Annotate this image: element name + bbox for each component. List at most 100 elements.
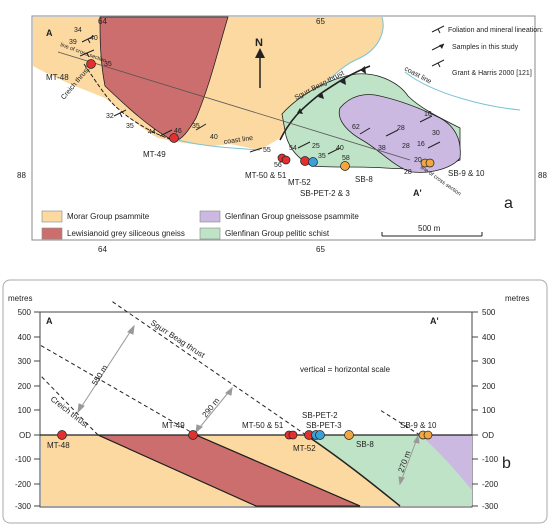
distance-arrows: [77, 324, 420, 486]
thrust-tooth: [318, 92, 324, 99]
thrust-tooth: [360, 66, 366, 74]
coast-line: [324, 16, 521, 111]
dip-label: 35: [104, 61, 112, 68]
dip-label: 32: [106, 113, 114, 120]
creich-thrust-map: [83, 63, 173, 141]
thrust-tooth: [340, 78, 346, 85]
north-label: N: [255, 37, 263, 49]
sample-label-sb910-section: SB-9 & 10: [400, 421, 437, 430]
section-panel: 550 m 290 m 270 m Creich thrust Sgurr Be…: [2, 279, 548, 524]
dip-label: 35: [318, 153, 326, 160]
left-tick-label: 400: [18, 333, 32, 342]
section-end-label: A': [430, 316, 439, 326]
dip-label: 54: [289, 145, 297, 152]
scale-bar-label: 500 m: [418, 224, 441, 233]
coast-line-south: [177, 139, 261, 151]
dip-label: 38: [378, 145, 386, 152]
dip-label: 20: [414, 157, 422, 164]
right-axis-labels: 500 400 300 200 100 OD -100 -200 -300: [482, 308, 499, 511]
dip-label: 40: [210, 134, 218, 141]
y-axis-unit-left: metres: [8, 294, 32, 303]
legend-label-lewisian: Lewisianoid grey siliceous gneiss: [67, 229, 185, 238]
glenfinan-psammite-unit-section: [420, 435, 472, 490]
left-tick-label: -100: [15, 455, 32, 464]
grid-label-right-row: 88: [538, 171, 547, 180]
sample-label-mt48-map: MT-48: [46, 73, 69, 82]
dip-label: 34: [74, 27, 82, 34]
legend-swatch-lewisian: [41, 227, 63, 240]
foliation-symbols: [79, 35, 441, 155]
sample-label-sb8-map: SB-8: [355, 175, 373, 184]
dip-label: 44: [148, 129, 156, 136]
map-panel: 64 65 64 65 88 88 N A A' line of cross s…: [17, 15, 547, 254]
legend-label-morar: Morar Group psammite: [67, 212, 150, 221]
left-tick-label: -200: [15, 480, 32, 489]
map-legend: Morar Group psammite Lewisianoid grey si…: [41, 210, 359, 240]
left-tick-label: 300: [18, 357, 32, 366]
sample-marker-sb10-section: [423, 430, 433, 440]
sample-marker-sb8-map: [340, 161, 350, 171]
dip-label: 55: [263, 147, 271, 154]
dip-label: 25: [312, 143, 320, 150]
section-scale-note: vertical = horizontal scale: [300, 365, 391, 374]
coast-line-label: coast line: [223, 135, 253, 146]
sample-marker-sbpet3-section: [315, 430, 325, 440]
legend-swatch-morar: [41, 210, 63, 223]
dip-label: 46: [174, 128, 182, 135]
glenfinan-boundary-projection: [379, 409, 421, 436]
sample-label-mt5051-section: MT-50 & 51: [242, 421, 284, 430]
dip-label: 16: [417, 141, 425, 148]
left-tick-label: -300: [15, 502, 32, 511]
sample-marker-sbpet-map: [308, 157, 318, 167]
left-tick-label: 100: [18, 406, 32, 415]
right-tick-label: 400: [482, 333, 496, 342]
sample-marker-mt51-section: [288, 430, 298, 440]
section-start-label-map: A: [46, 28, 53, 38]
dip-label: 28: [397, 125, 405, 132]
legend-label-glenfinan-psammite: Glenfinan Group gneissose psammite: [225, 212, 359, 221]
dip-label: 30: [432, 130, 440, 137]
dip-label: 56: [274, 162, 282, 169]
sample-label-sb910-map: SB-9 & 10: [448, 169, 485, 178]
grid-label-top-left: 64: [98, 17, 107, 26]
sgurr-beag-thrust-map: [279, 65, 371, 141]
sample-label-sbpet3-section: SB-PET-3: [306, 421, 342, 430]
key-ref-label: Grant & Harris 2000 [121]: [452, 70, 532, 77]
legend-label-glenfinan-pelitic: Glenfinan Group pelitic schist: [225, 229, 330, 238]
creich-thrust-projection-upper: [39, 344, 197, 436]
sample-label-sbpet2-section: SB-PET-2: [302, 411, 338, 420]
grid-label-left-row: 88: [17, 171, 26, 180]
right-tick-label: 500: [482, 308, 496, 317]
dip-label: 39: [69, 39, 77, 46]
lewisian-lower-boundary: [97, 434, 257, 507]
sample-label-mt52-section: MT-52: [293, 444, 316, 453]
lewisian-upper-boundary: [195, 434, 361, 507]
sample-marker-sb10-map: [425, 158, 435, 168]
key-title: Foliation and mineral lineation:: [448, 27, 543, 34]
grid-label-bottom-left: 64: [98, 245, 107, 254]
map-scale-bar: 500 m: [381, 224, 483, 237]
glenfinan-psammite-unit-map: [338, 94, 461, 173]
right-tick-label: 300: [482, 357, 496, 366]
dip-label: 28: [404, 169, 412, 176]
sample-label-mt5051-map: MT-50 & 51: [245, 171, 287, 180]
glenfinan-pelitic-unit-section: [306, 435, 472, 506]
key-samples-label: Samples in this study: [452, 44, 519, 51]
y-axis-unit-right: metres: [505, 294, 529, 303]
sample-marker-mt49-section: [188, 430, 198, 440]
section-samples: MT-48 MT-49 MT-50 & 51 MT-52 SB-PET-2 SB…: [47, 411, 437, 453]
sgurr-beag-thrust-section-subsurface: [305, 434, 401, 507]
legend-swatch-glenfinan-pelitic: [199, 227, 221, 240]
left-tick-label: OD: [19, 431, 31, 440]
dip-label: 62: [352, 124, 360, 131]
sample-marker-mt49-map: [169, 133, 179, 143]
dip-label: 28: [402, 143, 410, 150]
sample-label-sbpet-map: SB-PET-2 & 3: [300, 189, 350, 198]
map-samples: MT-48 MT-49 MT-50 & 51 MT-52 SB-PET-2 & …: [46, 59, 485, 198]
sample-marker-sb8-section: [344, 430, 354, 440]
right-tick-label: -100: [482, 455, 499, 464]
sample-label-mt49-map: MT-49: [143, 150, 166, 159]
right-tick-label: -300: [482, 502, 499, 511]
grid-label-top-right: 65: [316, 17, 325, 26]
